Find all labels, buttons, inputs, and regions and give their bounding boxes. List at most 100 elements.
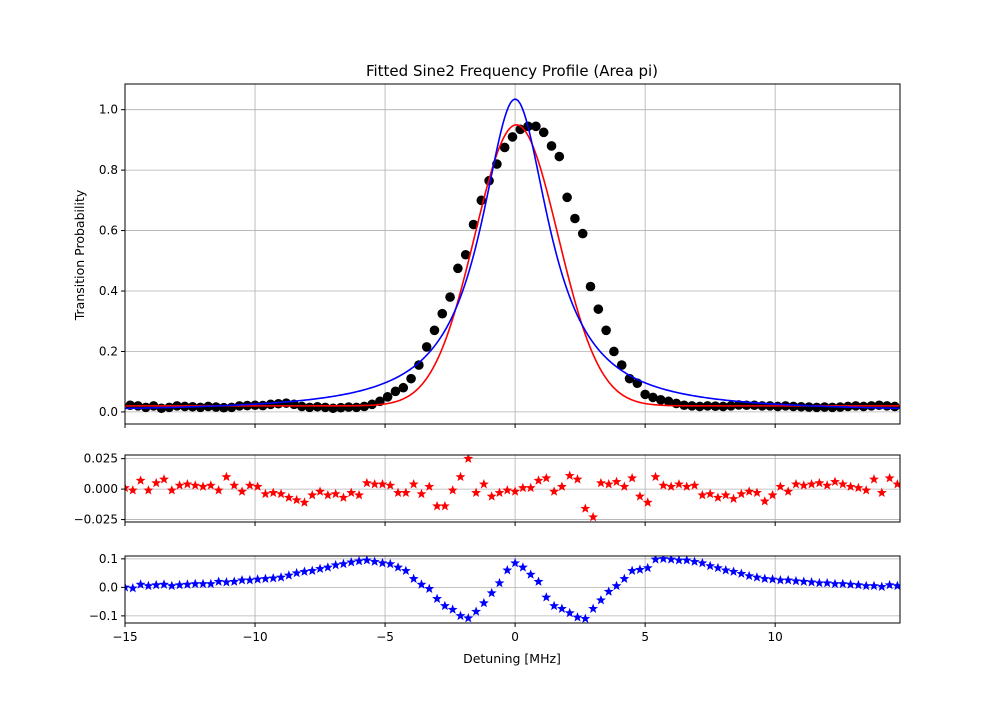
x-tick-label: 10 — [768, 630, 783, 644]
residual-point — [752, 572, 762, 582]
data-point — [367, 399, 377, 410]
residual-point — [697, 490, 708, 500]
residual-point — [830, 578, 840, 589]
residual-point — [603, 586, 614, 596]
panels-layer: 0.0 0.2 0.4 0.6 0.8 1.0 −0.025 0.000 0.025 −0.1 0.… — [74, 83, 901, 644]
residual-point — [229, 576, 240, 586]
residual-point — [689, 556, 700, 566]
residual-point — [798, 480, 809, 490]
residual-point — [252, 481, 263, 491]
residual-point — [166, 580, 177, 591]
residual-point — [322, 490, 333, 500]
data-point — [304, 402, 315, 413]
residual-point — [291, 567, 302, 578]
residual-point — [416, 579, 427, 589]
residual-point — [830, 476, 840, 487]
residual-point — [322, 562, 333, 572]
residual-point — [205, 578, 216, 589]
residual-point — [416, 488, 427, 499]
residual-point — [627, 565, 638, 576]
residual-point — [198, 578, 208, 589]
residual-point — [853, 482, 864, 493]
residual-point — [315, 486, 325, 496]
residual-point — [354, 490, 365, 500]
residual-point — [713, 492, 723, 502]
y-tick-label: 0.4 — [99, 284, 118, 298]
residual-point — [299, 566, 310, 576]
residual-point — [572, 612, 583, 622]
data-point — [398, 382, 409, 393]
data-point — [593, 304, 604, 314]
residual-point — [229, 480, 240, 490]
data-point — [390, 386, 401, 397]
residual-point — [611, 580, 622, 591]
residual-point — [791, 479, 801, 489]
data-point — [211, 402, 221, 412]
data-point — [468, 219, 479, 230]
data-point — [811, 402, 822, 413]
residual-point — [143, 580, 154, 591]
residual-point — [338, 558, 349, 569]
y-tick-label: 0.6 — [99, 224, 118, 238]
residual-point — [424, 583, 435, 593]
residual-point — [205, 480, 216, 490]
residual-point — [276, 572, 286, 582]
residual-point — [892, 580, 900, 591]
data-point — [577, 228, 588, 239]
residual-point — [135, 475, 146, 485]
residual-point — [744, 570, 755, 581]
data-point — [616, 360, 627, 370]
y-tick-label: 0.2 — [99, 344, 118, 358]
residual-point — [611, 476, 622, 487]
data-point — [406, 373, 416, 384]
residual-point — [674, 556, 684, 565]
residual-point — [237, 486, 247, 496]
residual-point — [681, 481, 692, 491]
residual-point — [728, 566, 739, 576]
residual-point — [244, 480, 255, 490]
residual-point — [439, 600, 450, 611]
residual-point — [876, 487, 887, 497]
residual-point — [861, 485, 872, 495]
residual-point — [471, 487, 482, 497]
residual-point — [876, 581, 887, 591]
x-tick-label: 5 — [641, 630, 649, 644]
data-point — [312, 401, 323, 412]
residual-point — [603, 479, 614, 489]
residual-point — [658, 480, 669, 490]
residual-point — [159, 474, 169, 484]
residual-point — [432, 593, 443, 603]
residual-point — [385, 480, 396, 490]
residual-point — [595, 477, 606, 488]
residual-point — [845, 579, 856, 589]
residual-point — [478, 597, 489, 608]
residual-point — [822, 480, 833, 490]
y-tick-label: 0.8 — [99, 163, 118, 177]
residual-point — [533, 475, 544, 485]
residual-point — [634, 564, 645, 574]
data-point — [414, 360, 424, 370]
residual-point — [408, 479, 419, 489]
residual-point — [580, 613, 591, 623]
residual-point — [330, 488, 341, 499]
residual-point — [666, 481, 677, 491]
residual-point — [517, 482, 528, 493]
residual-point — [198, 481, 208, 491]
residual-point — [884, 579, 895, 590]
residual-point — [822, 577, 833, 588]
x-tick-label: −10 — [242, 630, 267, 644]
residual-point — [775, 481, 786, 491]
residual-point — [767, 490, 778, 500]
residual-point — [190, 480, 201, 490]
residual-point — [634, 491, 645, 501]
panel-residual-blue: −0.1 0.0 0.1 −15 −10 −5 0 5 10 — [89, 552, 901, 644]
residual-point — [814, 577, 825, 588]
data-point — [640, 389, 650, 400]
residual-point — [556, 603, 567, 613]
residual-point — [377, 479, 388, 489]
residual-point — [182, 479, 193, 489]
axes-frame — [124, 83, 901, 425]
residual-point — [385, 558, 396, 569]
